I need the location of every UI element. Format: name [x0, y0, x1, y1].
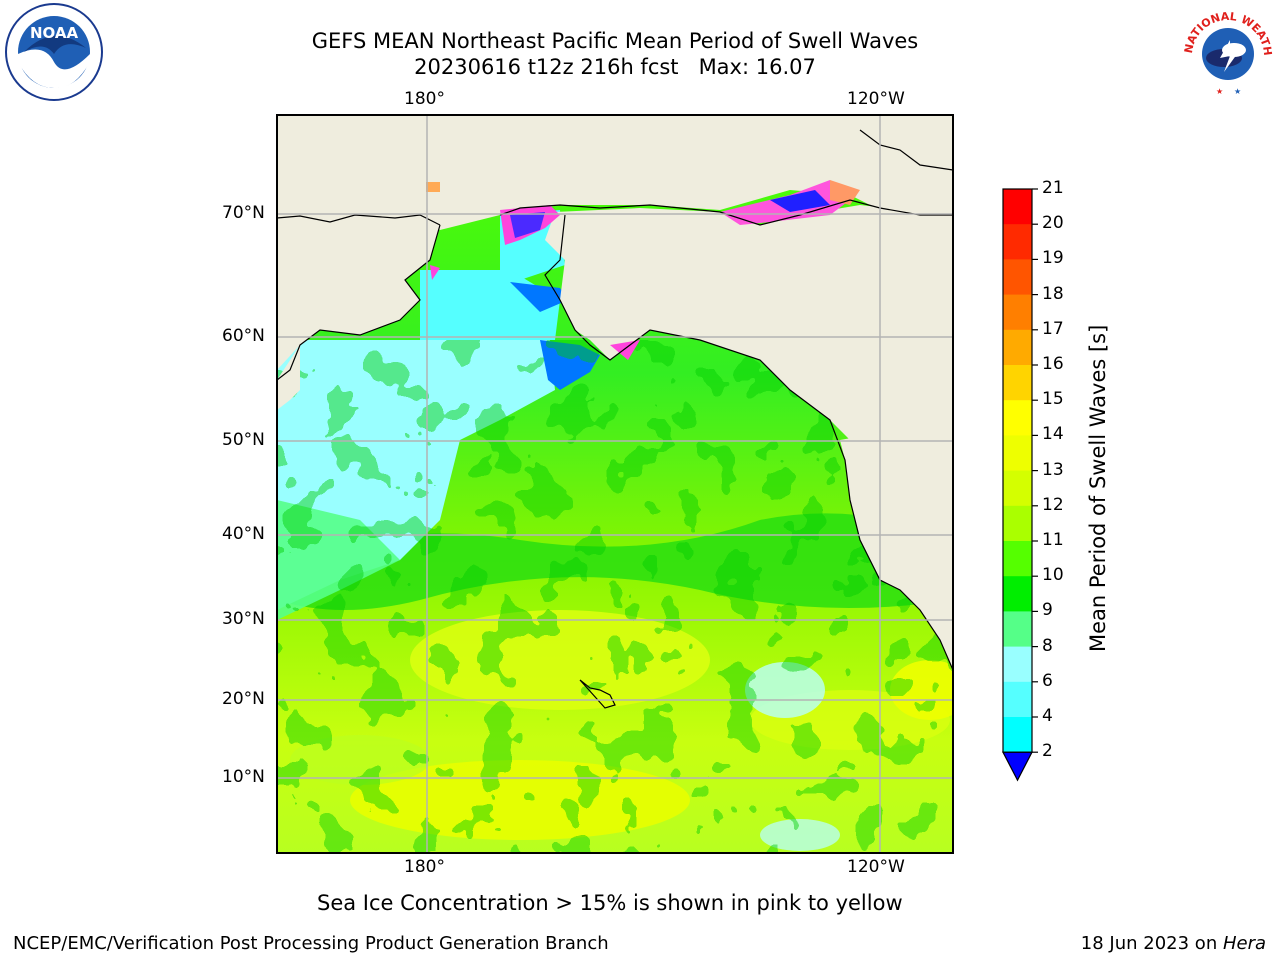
colorbar-tick-label: 20: [1042, 213, 1064, 234]
footer-left: NCEP/EMC/Verification Post Processing Pr…: [13, 933, 609, 954]
lat-label-30n: 30°N: [222, 609, 265, 629]
lon-label-bottom-120w: 120°W: [847, 857, 905, 877]
colorbar-tick-label: 18: [1042, 283, 1064, 304]
lat-label-60n: 60°N: [222, 326, 265, 346]
lat-label-50n: 50°N: [222, 430, 265, 450]
colorbar-cell: [1003, 329, 1032, 366]
colorbar-cell: [1003, 505, 1032, 542]
colorbar-cell: [1003, 646, 1032, 683]
colorbar-cell: [1003, 681, 1032, 718]
colorbar-cell: [1003, 611, 1032, 648]
colorbar-tick-label: 8: [1042, 635, 1053, 656]
lon-label-bottom-180: 180°: [404, 857, 445, 877]
lat-label-10n: 10°N: [222, 767, 265, 787]
footer-date: 18 Jun 2023 on: [1080, 933, 1223, 954]
colorbar-tick-label: 10: [1042, 565, 1064, 586]
map-field: [277, 115, 953, 853]
colorbar-tick-label: 4: [1042, 706, 1053, 726]
noaa-logo: NOAA: [4, 2, 104, 102]
colorbar-cell: [1003, 541, 1032, 577]
colorbar-extend-triangle: [1002, 751, 1033, 782]
footer-host: Hera: [1222, 933, 1266, 954]
colorbar-cell: [1003, 576, 1032, 612]
colorbar-tick-label: 6: [1042, 670, 1053, 691]
colorbar-cell: [1003, 294, 1032, 331]
colorbar: [1002, 188, 1038, 782]
colorbar-tick-label: 17: [1042, 318, 1064, 339]
svg-text:★: ★: [1234, 87, 1241, 96]
sea-ice-caption: Sea Ice Concentration > 15% is shown in …: [317, 891, 903, 915]
colorbar-tick-label: 13: [1042, 459, 1064, 480]
colorbar-tick-label: 21: [1042, 178, 1064, 198]
colorbar-cell: [1003, 189, 1032, 225]
lat-label-20n: 20°N: [222, 689, 265, 709]
map-frame: [276, 114, 954, 854]
lat-label-70n: 70°N: [222, 203, 265, 223]
colorbar-cell: [1003, 365, 1032, 401]
colorbar-cell: [1003, 435, 1032, 472]
lon-label-top-180: 180°: [404, 89, 445, 109]
colorbar-tick-label: 11: [1042, 530, 1064, 550]
colorbar-tick-label: 2: [1042, 741, 1053, 762]
colorbar-cell: [1003, 470, 1032, 507]
colorbar-tick-label: 14: [1042, 424, 1064, 445]
colorbar-tick-label: 12: [1042, 494, 1064, 515]
chart-subtitle: 20230616 t12z 216h fcst Max: 16.07: [414, 55, 816, 79]
lat-label-40n: 40°N: [222, 524, 265, 544]
colorbar-tick-label: 9: [1042, 600, 1053, 621]
lon-label-top-120w: 120°W: [847, 89, 905, 109]
colorbar-cell: [1003, 717, 1032, 753]
nws-logo: NATIONAL WEATHER SERVICE ★ ★: [1174, 0, 1278, 100]
svg-text:★: ★: [1216, 87, 1223, 96]
colorbar-title: Mean Period of Swell Waves [s]: [1086, 324, 1110, 652]
colorbar-cell: [1003, 224, 1032, 260]
map-gridlines: [277, 115, 953, 853]
noaa-logo-text: NOAA: [30, 24, 79, 42]
colorbar-tick-label: 15: [1042, 389, 1064, 410]
footer-right: 18 Jun 2023 on Hera: [1081, 933, 1266, 954]
colorbar-cell: [1003, 259, 1032, 296]
colorbar-tick-label: 16: [1042, 354, 1064, 374]
colorbar-cell: [1003, 400, 1032, 436]
chart-title: GEFS MEAN Northeast Pacific Mean Period …: [311, 29, 919, 53]
colorbar-tick-label: 19: [1042, 248, 1064, 269]
